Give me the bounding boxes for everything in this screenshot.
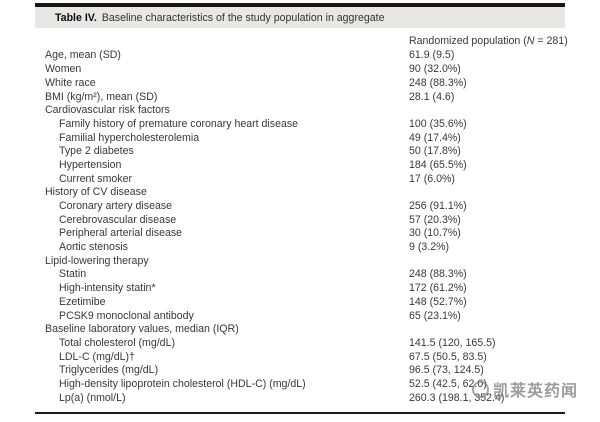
column-header-suffix: = 281) bbox=[534, 35, 568, 47]
row-value: 52.5 (42.5, 62.0) bbox=[409, 377, 487, 390]
row-label: Total cholesterol (mg/dL) bbox=[59, 336, 175, 349]
table-number-label: Table IV. bbox=[55, 11, 97, 24]
table-row: History of CV disease bbox=[35, 185, 565, 199]
row-label: Women bbox=[45, 63, 82, 76]
table-row: Hypertension 184 (65.5%) bbox=[35, 158, 565, 172]
table-row: BMI (kg/m²), mean (SD) 28.1 (4.6) bbox=[35, 90, 565, 104]
table-row: LDL-C (mg/dL)† 67.5 (50.5, 83.5) bbox=[35, 350, 565, 364]
table-caption: Baseline characteristics of the study po… bbox=[101, 11, 385, 24]
row-value: 96.5 (73, 124.5) bbox=[409, 364, 484, 377]
row-label: LDL-C (mg/dL)† bbox=[59, 350, 135, 363]
table-row: Women 90 (32.0%) bbox=[35, 62, 565, 76]
column-header-n-italic: N bbox=[526, 35, 535, 47]
row-value: 67.5 (50.5, 83.5) bbox=[409, 350, 487, 363]
table-row: Peripheral arterial disease 30 (10.7%) bbox=[35, 227, 565, 241]
row-value: 65 (23.1%) bbox=[409, 309, 461, 322]
row-label: Coronary artery disease bbox=[59, 200, 173, 212]
row-value: 248 (88.3%) bbox=[409, 268, 467, 281]
row-value: 248 (88.3%) bbox=[409, 76, 467, 89]
row-value: 184 (65.5%) bbox=[409, 158, 467, 171]
table-top-rule bbox=[35, 3, 565, 7]
table-row: Baseline laboratory values, median (IQR) bbox=[35, 322, 565, 336]
row-label: Type 2 diabetes bbox=[59, 145, 134, 158]
row-value: 49 (17.4%) bbox=[409, 131, 461, 144]
row-value: 50 (17.8%) bbox=[409, 145, 461, 158]
row-label: Cerebrovascular disease bbox=[59, 213, 177, 226]
table-row: Aortic stenosis 9 (3.2%) bbox=[35, 240, 565, 254]
table-row: Type 2 diabetes 50 (17.8%) bbox=[35, 144, 565, 158]
table-row: High-intensity statin* 172 (61.2%) bbox=[35, 281, 565, 295]
row-label: Aortic stenosis bbox=[59, 241, 128, 254]
row-value: 57 (20.3%) bbox=[409, 213, 461, 226]
row-value: 9 (3.2%) bbox=[409, 241, 450, 254]
table-row: Cerebrovascular disease 57 (20.3%) bbox=[35, 213, 565, 227]
row-label: Baseline laboratory values, median (IQR) bbox=[45, 323, 239, 336]
row-label: PCSK9 monoclonal antibody bbox=[59, 309, 194, 322]
row-label: Triglycerides (mg/dL) bbox=[59, 364, 159, 377]
row-value: 90 (32.0%) bbox=[409, 63, 461, 76]
row-label: Hypertension bbox=[59, 158, 122, 171]
table-row: White race 248 (88.3%) bbox=[35, 76, 565, 90]
row-label: Ezetimibe bbox=[59, 295, 106, 308]
table-row: High-density lipoprotein cholesterol (HD… bbox=[35, 377, 565, 391]
row-value: 100 (35.6%) bbox=[409, 117, 467, 130]
row-value: 260.3 (198.1, 352.4) bbox=[409, 391, 505, 404]
row-label: Family history of premature coronary hea… bbox=[59, 117, 299, 130]
table-bottom-rule bbox=[35, 412, 565, 414]
table-row: Lipid-lowering therapy bbox=[35, 254, 565, 268]
row-value: 141.5 (120, 165.5) bbox=[409, 336, 496, 349]
row-label: Current smoker bbox=[59, 172, 132, 185]
row-value: 256 (91.1%) bbox=[409, 200, 467, 212]
row-label: Familial hypercholesterolemia bbox=[59, 131, 200, 144]
row-label: Age, mean (SD) bbox=[45, 49, 121, 62]
column-header-prefix: Randomized population ( bbox=[409, 35, 527, 47]
table-row: PCSK9 monoclonal antibody 65 (23.1%) bbox=[35, 309, 565, 323]
row-value: 28.1 (4.6) bbox=[409, 90, 455, 103]
table-row: Current smoker 17 (6.0%) bbox=[35, 172, 565, 186]
column-header-row: Randomized population (N = 281) bbox=[35, 35, 568, 49]
row-label: History of CV disease bbox=[45, 186, 147, 199]
row-label: Peripheral arterial disease bbox=[59, 227, 183, 240]
table-row: Age, mean (SD) 61.9 (9.5) bbox=[35, 49, 565, 63]
row-label: Statin bbox=[59, 268, 87, 281]
row-label: High-intensity statin* bbox=[59, 282, 156, 295]
row-label: Cardiovascular risk factors bbox=[45, 104, 170, 117]
table-title-band: Table IV. Baseline characteristics of th… bbox=[35, 7, 565, 28]
row-label: Lp(a) (nmol/L) bbox=[59, 391, 126, 404]
table-row: Ezetimibe 148 (52.7%) bbox=[35, 295, 565, 309]
row-label: White race bbox=[45, 76, 96, 89]
row-label: Lipid-lowering therapy bbox=[45, 254, 149, 267]
row-value: 172 (61.2%) bbox=[409, 282, 467, 295]
row-value: 148 (52.7%) bbox=[409, 295, 467, 308]
row-value: 17 (6.0%) bbox=[409, 172, 455, 185]
row-label: BMI (kg/m²), mean (SD) bbox=[45, 90, 158, 103]
table-body: Age, mean (SD) 61.9 (9.5) Women 90 (32.0… bbox=[35, 49, 565, 405]
table-row: Total cholesterol (mg/dL) 141.5 (120, 16… bbox=[35, 336, 565, 350]
table-row: Family history of premature coronary hea… bbox=[35, 117, 565, 131]
table-row: Lp(a) (nmol/L) 260.3 (198.1, 352.4) bbox=[35, 391, 565, 405]
table-row: Cardiovascular risk factors bbox=[35, 103, 565, 117]
table-row: Triglycerides (mg/dL) 96.5 (73, 124.5) bbox=[35, 363, 565, 377]
table-row: Statin 248 (88.3%) bbox=[35, 268, 565, 282]
table-row: Familial hypercholesterolemia 49 (17.4%) bbox=[35, 131, 565, 145]
row-value: 30 (10.7%) bbox=[409, 227, 461, 240]
row-value: 61.9 (9.5) bbox=[409, 49, 455, 62]
row-label: High-density lipoprotein cholesterol (HD… bbox=[59, 377, 306, 390]
table-row: Coronary artery disease 256 (91.1%) bbox=[35, 199, 565, 213]
table-container: Table IV. Baseline characteristics of th… bbox=[35, 3, 568, 414]
